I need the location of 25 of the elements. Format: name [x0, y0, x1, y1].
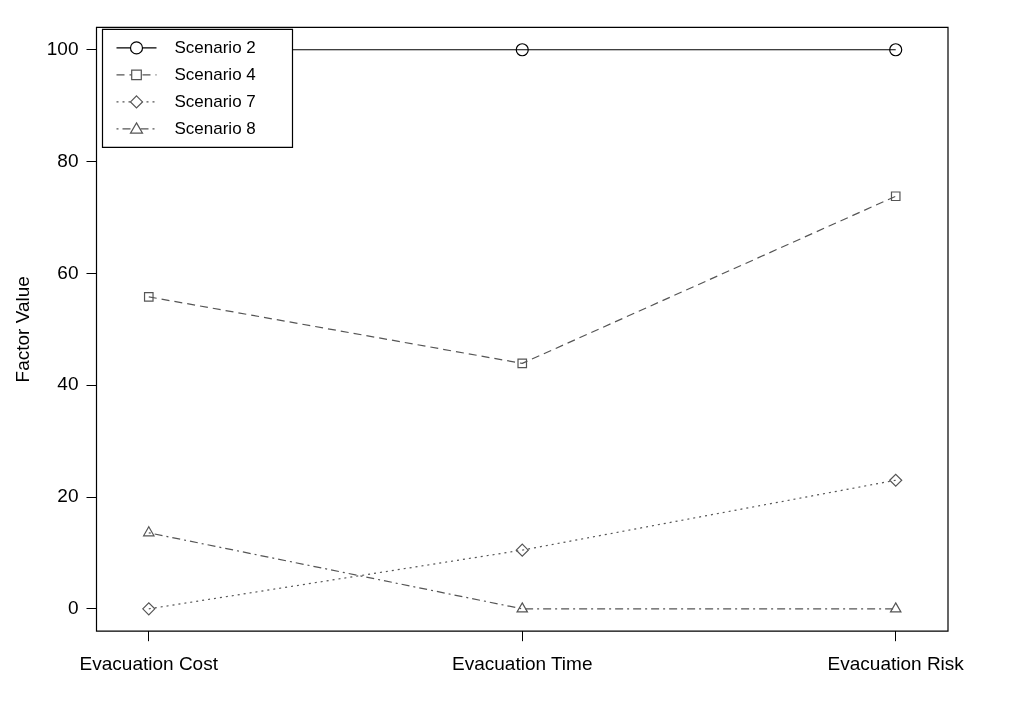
x-tick-label: Evacuation Risk — [827, 652, 965, 674]
point — [889, 43, 903, 57]
point — [889, 473, 903, 487]
point — [142, 526, 155, 537]
y-tick-label: 60 — [57, 261, 79, 283]
legend-label: Scenario 8 — [174, 118, 256, 138]
legend-label: Scenario 4 — [174, 64, 256, 84]
legend-label: Scenario 2 — [174, 37, 256, 57]
point — [890, 191, 901, 202]
point — [517, 358, 528, 369]
x-tick-label: Evacuation Time — [452, 652, 593, 674]
point — [889, 602, 902, 613]
point — [515, 43, 529, 57]
point — [142, 602, 156, 616]
y-tick-label: 80 — [57, 149, 79, 171]
point — [515, 543, 529, 557]
y-tick-label: 0 — [67, 597, 79, 619]
y-axis-title: Factor Value — [11, 276, 33, 383]
y-tick-label: 20 — [57, 485, 79, 507]
point — [516, 602, 529, 613]
legend-label: Scenario 7 — [174, 91, 256, 111]
y-tick-label: 40 — [57, 373, 79, 395]
x-tick-label: Evacuation Cost — [79, 652, 219, 674]
y-tick-label: 100 — [46, 38, 79, 59]
point — [143, 292, 154, 302]
